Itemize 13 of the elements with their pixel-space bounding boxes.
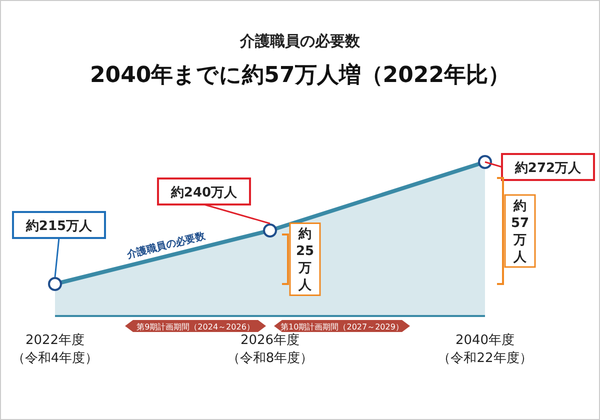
data-label: 約240万人 [170,185,238,200]
annotation: 第10期計画期間（2027～2029） [280,322,404,332]
x-tick-label: 2026年度（令和8年度） [226,332,314,366]
x-tick-label: 2022年度（令和4年度） [12,332,98,366]
chart-title: 介護職員の必要数 [239,32,361,50]
data-label: 約272万人 [514,161,582,176]
x-tick-label: 2040年度（令和22年度） [438,332,532,366]
text: 約57万人 [510,199,530,265]
annotation: 介護職員の必要数 [124,230,208,261]
annotation: 約25万人 [296,227,314,294]
chart-subtitle: 2040年までに約57万人増（2022年比） [90,62,510,88]
annotation: 第9期計画期間（2024～2026） [136,322,254,332]
data-label: 約215万人 [24,219,94,234]
